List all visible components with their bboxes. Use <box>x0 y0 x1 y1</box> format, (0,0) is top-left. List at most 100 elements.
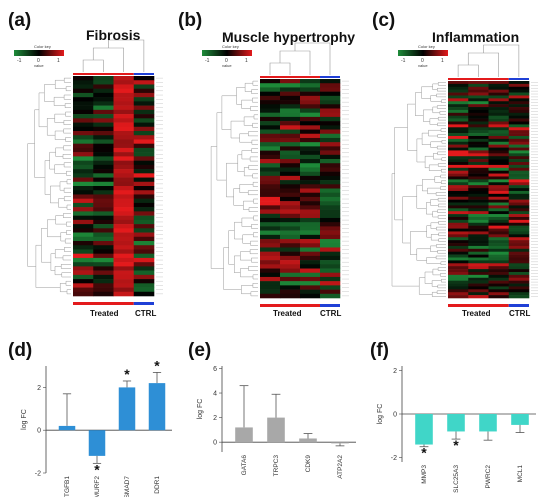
heatmap-cell <box>448 153 469 157</box>
heatmap-cell <box>280 83 301 88</box>
heatmap-cell <box>260 163 281 168</box>
heatmap-cell <box>508 115 530 119</box>
heatmap-cell <box>448 283 469 287</box>
treated-bar-top <box>260 76 320 78</box>
heatmap-cell <box>300 83 321 88</box>
heatmap-cell <box>93 97 114 102</box>
heatmap-cell <box>73 224 94 229</box>
heatmap-cell <box>488 251 510 255</box>
heatmap-cell <box>488 182 510 186</box>
heatmap-cell <box>300 230 321 236</box>
category-label: SMURF2 <box>94 476 101 497</box>
heatmap-cell <box>320 146 341 151</box>
heatmap-cell <box>508 260 530 264</box>
heatmap-cell <box>448 271 469 276</box>
heatmap-cell <box>320 201 341 206</box>
heatmap-cell <box>73 76 94 81</box>
heatmap-cell <box>508 167 530 171</box>
heatmap-cell <box>508 107 530 111</box>
heatmap-cell <box>508 118 530 122</box>
heatmap-cell <box>488 127 510 131</box>
heatmap-cell <box>468 135 489 140</box>
heatmap-cell <box>300 121 321 126</box>
heatmap-cell <box>133 224 155 229</box>
heatmap-cell <box>320 175 341 181</box>
heatmap-cell <box>280 171 301 177</box>
heatmap-cell <box>448 95 469 99</box>
color-key-gradient <box>14 50 64 56</box>
heatmap-cell <box>320 137 341 143</box>
treated-bar <box>260 304 320 307</box>
heatmap-cell <box>320 188 341 194</box>
heatmap-cell <box>468 164 489 169</box>
heatmap-cell <box>113 249 135 254</box>
heatmap-cell <box>93 135 114 140</box>
heatmap-cell <box>133 88 155 94</box>
heatmap-cell <box>113 122 135 128</box>
heatmap-cell <box>468 176 489 180</box>
heatmap-cell <box>488 196 510 200</box>
heatmap-cell <box>468 205 489 209</box>
heatmap-cell <box>280 285 301 290</box>
heatmap-cell <box>508 156 530 160</box>
heatmap-cell <box>448 115 469 119</box>
heatmap-cell <box>113 228 135 233</box>
heatmap-cell <box>468 121 489 125</box>
heatmap-cell <box>508 214 530 218</box>
heatmap-cell <box>260 264 281 269</box>
y-tick-label: 0 <box>393 412 397 419</box>
heatmap-cell <box>320 121 341 126</box>
heatmap-cell <box>508 234 530 238</box>
heatmap-cell <box>280 260 301 265</box>
heatmap-cell <box>280 222 301 227</box>
heatmap-cell <box>93 147 114 153</box>
y-tick-label: 2 <box>213 415 217 422</box>
heatmap-cell <box>448 92 469 96</box>
heatmap-cell <box>508 81 530 85</box>
y-axis-label: log FC <box>377 404 384 425</box>
color-key-tick: -1 <box>401 58 406 64</box>
category-label: TRPC3 <box>273 455 280 477</box>
heatmap-cell <box>448 124 469 128</box>
color-key-value-label: value <box>34 63 44 68</box>
heatmap-cell <box>448 257 469 261</box>
heatmap-cell <box>508 159 530 163</box>
heatmap-cell <box>73 88 94 94</box>
heatmap-cell <box>488 144 510 148</box>
heatmap-cell <box>280 234 301 240</box>
heatmap-cell <box>468 196 489 200</box>
heatmap-cell <box>448 170 469 174</box>
heatmap-cell <box>133 173 155 178</box>
heatmap-cell <box>93 84 114 89</box>
heatmap-cell <box>448 135 469 140</box>
heatmap-cell <box>300 95 321 101</box>
heatmap-cell <box>448 292 469 296</box>
heatmap-cell <box>320 276 341 282</box>
heatmap-cell <box>133 181 155 187</box>
heatmap-cell <box>93 122 114 128</box>
heatmap-cell <box>508 208 530 212</box>
heatmap-cell <box>488 164 510 169</box>
heatmap-cell <box>488 162 510 166</box>
heatmap-cell <box>73 135 94 140</box>
y-tick-label: 2 <box>393 368 397 375</box>
heatmap-cell <box>488 231 510 235</box>
heatmap-cell <box>73 118 94 123</box>
heatmap-cell <box>113 215 135 221</box>
heatmap-cell <box>280 137 301 143</box>
heatmap-cell <box>320 272 341 278</box>
heatmap-cell <box>508 225 530 229</box>
heatmap-cell <box>93 139 114 144</box>
heatmap-cell <box>320 222 341 227</box>
heatmap-cell <box>320 213 341 219</box>
heatmap-cell <box>280 175 301 181</box>
heatmap-cell <box>280 213 301 219</box>
heatmap-cell <box>468 144 489 148</box>
heatmap-cell <box>448 188 469 192</box>
heatmap-cell <box>113 224 135 229</box>
heatmap-cell <box>113 131 135 136</box>
heatmap-cell <box>300 175 321 181</box>
heatmap-cell <box>320 116 341 122</box>
y-tick-label: -2 <box>391 455 397 462</box>
heatmap-cell <box>468 228 489 232</box>
